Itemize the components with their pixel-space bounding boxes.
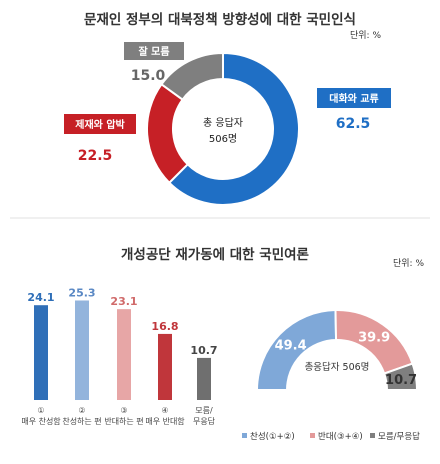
bar-num-2: ②: [78, 406, 85, 415]
donut-slice-unknown: [160, 51, 224, 102]
legend-swatch-3: [370, 433, 375, 438]
half-donut-legend: 찬성(①+②) 반대(③+④) 모름/무응답: [242, 431, 420, 442]
half-slice-unknown: [382, 362, 419, 391]
callout-unknown-value: 15.0: [131, 68, 166, 84]
legend-label-3: 모름/무응답: [378, 431, 420, 442]
half-slice-oppose-value: 39.9: [358, 331, 390, 346]
donut-center-line-2: 506명: [209, 133, 237, 145]
bar-num-3: ③: [120, 406, 127, 415]
callout-sanctions-text: 제재와 압박: [75, 118, 125, 131]
half-donut-chart: 49.4 39.9 10.7: [255, 308, 419, 391]
bar-label-5b: 무응답: [193, 416, 216, 426]
bar-label-3: 반대하는 편: [104, 416, 143, 426]
bar-title: 개성공단 재가동에 대한 국민여론: [121, 246, 310, 263]
legend-label-2: 반대(③+④): [318, 431, 363, 442]
bar-label-5: 모름/: [195, 406, 213, 415]
callout-dialogue-box: [317, 88, 391, 108]
donut-chart: [146, 51, 300, 206]
callout-unknown-box: [124, 42, 184, 60]
bar-3: [117, 309, 131, 400]
bar-value-1: 24.1: [27, 291, 54, 304]
half-slice-agree-value: 49.4: [275, 338, 307, 353]
bar-value-5: 10.7: [190, 344, 217, 357]
callout-dialogue-value: 62.5: [336, 116, 371, 132]
bar-label-2: 찬성하는 편: [62, 416, 101, 426]
half-slice-unknown-value: 10.7: [385, 373, 417, 388]
bar-label-1: 매우 찬성함: [21, 416, 61, 426]
bar-value-3: 23.1: [110, 295, 137, 308]
bar-num-4: ④: [161, 406, 168, 415]
bar-1: [34, 305, 48, 400]
bar-2: [75, 300, 89, 400]
bar-num-1: ①: [37, 406, 44, 415]
donut-slice-dialogue: [167, 51, 300, 206]
donut-callouts: 대화와 교류 62.5 제재와 압박 22.5 잘 모름 15.0: [64, 42, 391, 164]
bar-5: [197, 357, 211, 400]
donut-center-label: 총 응답자 506명: [203, 117, 243, 145]
bar-4: [158, 333, 172, 400]
bar-label-4: 매우 반대함: [145, 417, 185, 426]
callout-unknown-text: 잘 모름: [138, 46, 169, 58]
top-unit-label: 단위: %: [350, 30, 381, 41]
legend-label-1: 찬성(①+②): [250, 431, 295, 442]
bar-value-4: 16.8: [151, 320, 178, 333]
donut-center-line-1: 총 응답자: [203, 117, 243, 129]
callout-sanctions-box: [64, 114, 136, 134]
callout-dialogue-text: 대화와 교류: [329, 92, 378, 105]
legend-swatch-1: [242, 433, 247, 438]
callout-sanctions-value: 22.5: [78, 148, 113, 164]
legend-swatch-2: [310, 433, 315, 438]
donut-title: 문재인 정부의 대북정책 방향성에 대한 국민인식: [84, 11, 356, 28]
bottom-unit-label: 단위: %: [393, 258, 424, 269]
bar-value-2: 25.3: [68, 286, 95, 299]
half-donut-center-label: 총응답자 506명: [305, 361, 370, 373]
